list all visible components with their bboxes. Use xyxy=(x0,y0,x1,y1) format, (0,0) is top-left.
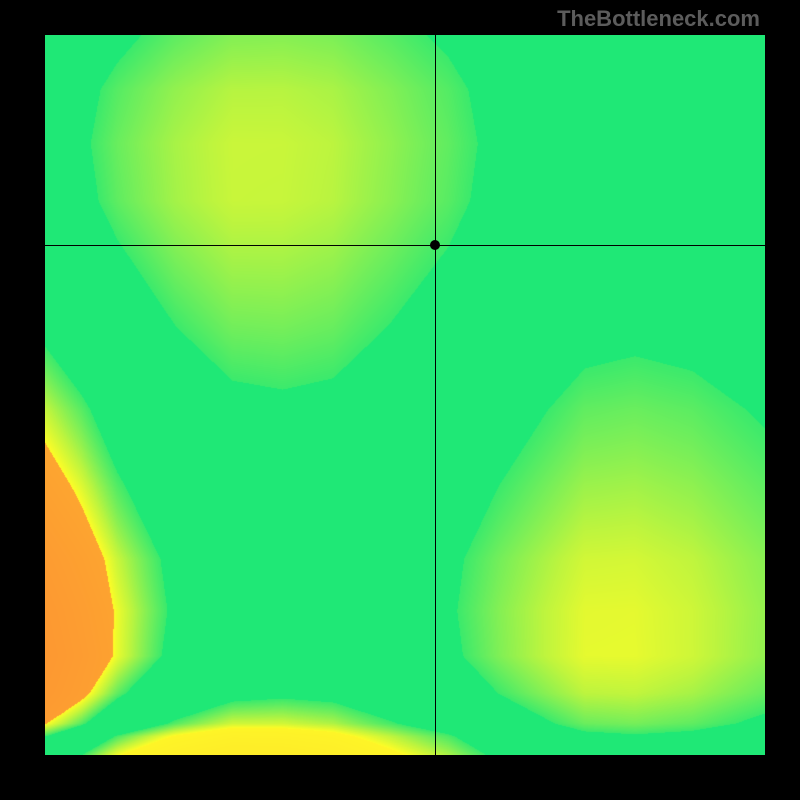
crosshair-horizontal xyxy=(45,245,765,246)
crosshair-vertical xyxy=(435,35,436,755)
chart-container: TheBottleneck.com xyxy=(0,0,800,800)
bottleneck-heatmap xyxy=(45,35,765,755)
crosshair-marker xyxy=(430,240,440,250)
watermark-text: TheBottleneck.com xyxy=(557,6,760,32)
